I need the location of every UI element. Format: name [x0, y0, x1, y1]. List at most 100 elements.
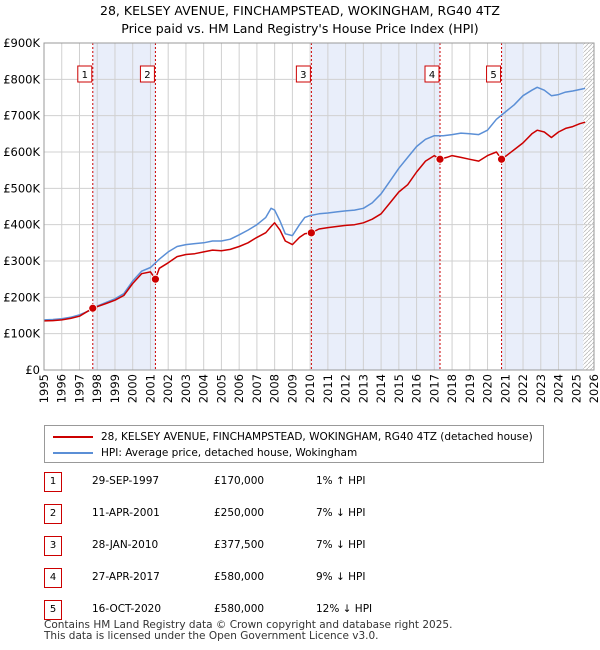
- x-tick-label: 2024: [552, 374, 566, 403]
- sale-point: [435, 154, 445, 164]
- sale-label-number: 4: [429, 70, 435, 81]
- sale-label-box: [77, 65, 93, 83]
- x-tick-label: 2002: [161, 374, 175, 403]
- x-tick-label: 2004: [197, 374, 211, 403]
- legend-label-price: 28, KELSEY AVENUE, FINCHAMPSTEAD, WOKING…: [101, 431, 533, 443]
- table-row: 4 27-APR-2017 £580,000 9% ↓ HPI: [44, 568, 464, 588]
- sale-label-number: 3: [300, 70, 306, 81]
- y-tick-label: £100K: [3, 327, 40, 341]
- x-tick-label: 2005: [214, 374, 228, 403]
- legend-swatch-hpi: [53, 452, 93, 454]
- x-tick-label: 2015: [392, 374, 406, 403]
- sale-number-badge: 4: [44, 568, 62, 588]
- x-tick-label: 1999: [108, 374, 122, 403]
- x-tick-label: 1995: [37, 374, 51, 403]
- hpi-line: [43, 86, 586, 321]
- plot-frame: [43, 42, 595, 371]
- y-tick-label: £0: [25, 363, 40, 377]
- hatched-region: [583, 43, 594, 370]
- x-tick-label: 1996: [55, 374, 69, 403]
- x-tick-label: 2013: [356, 374, 370, 403]
- x-tick-label: 2009: [285, 374, 299, 403]
- legend: 28, KELSEY AVENUE, FINCHAMPSTEAD, WOKING…: [44, 425, 544, 463]
- sale-point: [306, 228, 316, 238]
- sale-label-box: [486, 65, 502, 83]
- price-paid-line: [43, 121, 586, 322]
- sale-price: £250,000: [214, 507, 265, 519]
- y-tick-label: £700K: [3, 109, 40, 123]
- sale-date: 11-APR-2001: [92, 507, 160, 519]
- footer-attribution: Contains HM Land Registry data © Crown c…: [44, 620, 452, 642]
- sale-label-box: [139, 65, 155, 83]
- sale-number-badge: 1: [44, 472, 62, 492]
- x-tick-label: 2025: [569, 374, 583, 403]
- shaded-band: [311, 43, 440, 370]
- legend-item-price: 28, KELSEY AVENUE, FINCHAMPSTEAD, WOKING…: [53, 429, 533, 445]
- y-tick-label: £400K: [3, 218, 40, 232]
- x-tick-label: 2021: [498, 374, 512, 403]
- sale-hpi-diff: 7% ↓ HPI: [316, 539, 366, 551]
- x-tick-label: 2000: [126, 374, 140, 403]
- legend-swatch-price: [53, 436, 93, 438]
- sale-hpi-diff: 12% ↓ HPI: [316, 603, 373, 615]
- chart-title: 28, KELSEY AVENUE, FINCHAMPSTEAD, WOKING…: [0, 2, 600, 38]
- x-tick-label: 2014: [374, 374, 388, 403]
- x-tick-label: 2023: [534, 374, 548, 403]
- table-row: 5 16-OCT-2020 £580,000 12% ↓ HPI: [44, 600, 464, 620]
- x-tick-label: 2012: [339, 374, 353, 403]
- table-row: 2 11-APR-2001 £250,000 7% ↓ HPI: [44, 504, 464, 524]
- sale-label-number: 1: [82, 70, 88, 81]
- title-line-1: 28, KELSEY AVENUE, FINCHAMPSTEAD, WOKING…: [100, 3, 500, 18]
- legend-item-hpi: HPI: Average price, detached house, Woki…: [53, 445, 357, 461]
- x-tick-label: 2010: [303, 374, 317, 403]
- sale-point: [497, 154, 506, 164]
- x-tick-label: 2006: [232, 374, 246, 403]
- sale-date: 27-APR-2017: [92, 571, 160, 583]
- sale-price: £170,000: [214, 475, 265, 487]
- sale-price: £580,000: [214, 571, 265, 583]
- x-tick-label: 1997: [72, 374, 86, 403]
- x-tick-label: 2008: [268, 374, 282, 403]
- x-tick-label: 2011: [321, 374, 335, 403]
- table-row: 3 28-JAN-2010 £377,500 7% ↓ HPI: [44, 536, 464, 556]
- y-tick-label: £600K: [3, 145, 40, 159]
- y-tick-label: £900K: [3, 36, 40, 50]
- sale-point: [88, 303, 98, 313]
- sale-hpi-diff: 9% ↓ HPI: [316, 571, 366, 583]
- table-row: 1 29-SEP-1997 £170,000 1% ↑ HPI: [44, 472, 464, 492]
- sale-price: £377,500: [214, 539, 265, 551]
- price-chart: 1 2 3 4 5 £0 £100K £200K £300K £400K £500K £600K £7…: [3, 36, 600, 403]
- x-tick-label: 2026: [587, 374, 600, 403]
- sale-date: 16-OCT-2020: [92, 603, 161, 615]
- sale-number-badge: 5: [44, 600, 62, 620]
- y-tick-label: £200K: [3, 290, 40, 304]
- legend-label-hpi: HPI: Average price, detached house, Woki…: [101, 447, 358, 459]
- sale-number-badge: 2: [44, 504, 62, 524]
- x-tick-label: 2022: [516, 374, 530, 403]
- sale-label-box: [424, 65, 440, 83]
- shaded-band: [92, 43, 156, 370]
- footer-line-1: Contains HM Land Registry data © Crown c…: [44, 619, 453, 631]
- sale-label-number: 2: [144, 70, 150, 81]
- sale-date: 29-SEP-1997: [92, 475, 160, 487]
- shaded-band: [501, 43, 584, 370]
- sale-hpi-diff: 1% ↑ HPI: [316, 475, 366, 487]
- x-tick-label: 2007: [250, 374, 264, 403]
- x-tick-label: 2018: [445, 374, 459, 403]
- y-tick-label: £500K: [3, 181, 40, 195]
- x-tick-label: 2016: [410, 374, 424, 403]
- y-tick-label: £300K: [3, 254, 40, 268]
- sale-point: [151, 274, 160, 284]
- sale-label-number: 5: [490, 70, 496, 81]
- x-tick-label: 2017: [427, 374, 441, 403]
- x-tick-label: 2003: [179, 374, 193, 403]
- sale-number-badge: 3: [44, 536, 62, 556]
- x-tick-label: 2001: [143, 374, 157, 403]
- x-tick-label: 2019: [463, 374, 477, 403]
- y-tick-label: £800K: [3, 72, 40, 86]
- x-tick-label: 1998: [90, 374, 104, 403]
- sale-date: 28-JAN-2010: [92, 539, 159, 551]
- title-line-2: Price paid vs. HM Land Registry's House …: [121, 21, 479, 36]
- footer-line-2: This data is licensed under the Open Gov…: [44, 630, 379, 642]
- x-tick-label: 2020: [481, 374, 495, 403]
